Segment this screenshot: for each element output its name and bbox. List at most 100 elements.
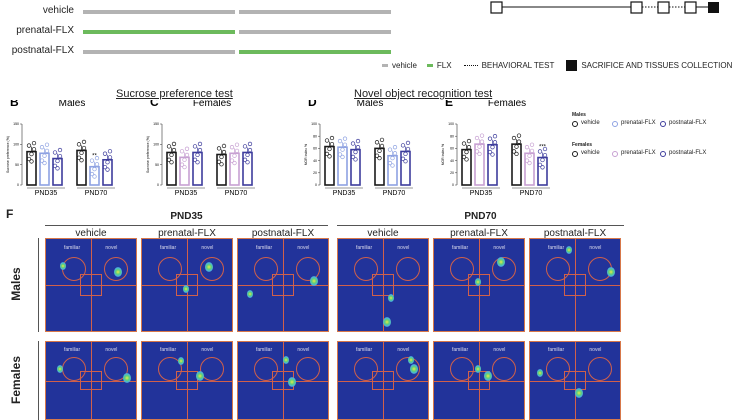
data-point — [527, 153, 532, 158]
data-point — [540, 165, 545, 170]
novel-object-circle — [103, 257, 128, 282]
data-point — [529, 148, 535, 153]
dotted-line-icon — [463, 65, 478, 66]
data-point — [234, 142, 240, 147]
legend-vehicle: vehicle — [392, 61, 417, 70]
row-label-males: Males — [9, 267, 23, 301]
activity-hotspot — [113, 266, 122, 277]
data-point — [379, 137, 385, 143]
bar-vehicle-PND70 — [511, 143, 522, 186]
chart-C: C Females Sucrose preference (%) 0 50 100 150 P… — [146, 100, 255, 197]
data-point — [184, 146, 190, 151]
activity-hotspot — [196, 371, 204, 382]
activity-hotspot — [178, 357, 184, 366]
familiar-object-circle — [158, 357, 183, 382]
data-point — [52, 150, 58, 155]
data-point — [184, 152, 190, 158]
data-point — [232, 160, 237, 166]
activity-hotspot — [287, 376, 296, 387]
data-point — [461, 154, 467, 160]
column-header: vehicle — [75, 228, 107, 239]
data-point — [350, 154, 356, 160]
novel-label: novel — [297, 346, 310, 353]
center-zone — [80, 371, 102, 390]
activity-hotspot — [56, 365, 63, 374]
data-point — [242, 157, 248, 162]
data-point — [374, 153, 380, 158]
data-point — [390, 163, 395, 168]
chart-title: Males — [357, 100, 384, 109]
bar-vehicle-PND35 — [26, 150, 37, 186]
data-point — [479, 139, 485, 144]
data-point — [182, 157, 187, 162]
timeline-segment-vehicle — [239, 30, 391, 34]
activity-hotspot — [122, 372, 131, 383]
data-point — [387, 147, 393, 152]
y-tick-label: 100 — [311, 122, 317, 126]
y-tick-label: 20 — [450, 171, 454, 175]
age-divider — [337, 225, 624, 226]
data-point — [55, 166, 60, 171]
data-point — [327, 146, 332, 152]
row-label-females: Females — [9, 355, 23, 404]
timeline-segment-vehicle — [239, 10, 391, 14]
data-point — [327, 154, 332, 159]
data-point — [179, 149, 185, 154]
legend-item: postnatal-FLX — [669, 150, 707, 156]
heatmap-females-1: familiar novel — [141, 341, 233, 420]
data-point — [195, 160, 200, 165]
column-header: postnatal-FLX — [251, 228, 315, 239]
familiar-object-circle — [254, 257, 279, 282]
data-point — [89, 171, 95, 177]
data-point — [242, 144, 248, 149]
bar-charts: B Males Sucrose preference (%) 0 50 100 150 PND… — [6, 100, 550, 197]
data-point — [94, 162, 100, 167]
legend-flx: FLX — [436, 61, 452, 70]
data-point — [221, 149, 227, 155]
data-point — [166, 144, 172, 149]
data-point — [81, 139, 87, 145]
data-point — [477, 144, 482, 149]
data-point — [42, 160, 47, 166]
novel-object-circle — [199, 357, 224, 382]
familiar-object-circle — [450, 257, 475, 282]
activity-hotspot — [59, 262, 66, 270]
data-point — [169, 152, 174, 158]
group-label: postnatal-FLX — [11, 45, 74, 56]
novel-label: novel — [201, 346, 214, 353]
legend-item: vehicle — [581, 150, 600, 156]
x-tick-label: PND35 — [333, 190, 356, 197]
crosshair-line — [530, 380, 620, 382]
data-point — [197, 141, 203, 147]
bar-postnatal-FLX-PND70 — [242, 151, 253, 186]
data-point — [31, 147, 37, 152]
data-point — [324, 151, 330, 157]
y-tick-label: 80 — [450, 134, 454, 138]
data-point — [403, 159, 408, 164]
data-point — [81, 145, 87, 151]
data-point — [107, 149, 113, 154]
crosshair-line — [238, 380, 328, 382]
data-point — [340, 147, 345, 152]
novel-object-circle — [587, 357, 612, 382]
circle-marker-icon — [612, 151, 618, 157]
data-point — [76, 155, 82, 160]
chart-title: Females — [488, 100, 526, 109]
heatmap-females-2: familiar novel — [237, 341, 329, 420]
novel-label: novel — [297, 244, 310, 251]
y-tick-label: 100 — [153, 143, 159, 147]
timepoint-box — [657, 1, 670, 14]
heatmap-males-2: familiar novel — [237, 238, 329, 332]
bar-vehicle-PND70 — [76, 149, 87, 186]
y-tick-label: 80 — [313, 134, 317, 138]
familiar-object-circle — [254, 357, 279, 382]
row-divider — [38, 341, 39, 420]
data-point — [55, 158, 60, 164]
data-point — [39, 145, 45, 150]
y-tick-label: 100 — [13, 143, 19, 147]
panel-letter: D — [308, 100, 317, 109]
data-point — [89, 158, 95, 163]
data-point — [342, 136, 348, 141]
data-point — [26, 156, 32, 162]
center-zone — [468, 273, 490, 297]
